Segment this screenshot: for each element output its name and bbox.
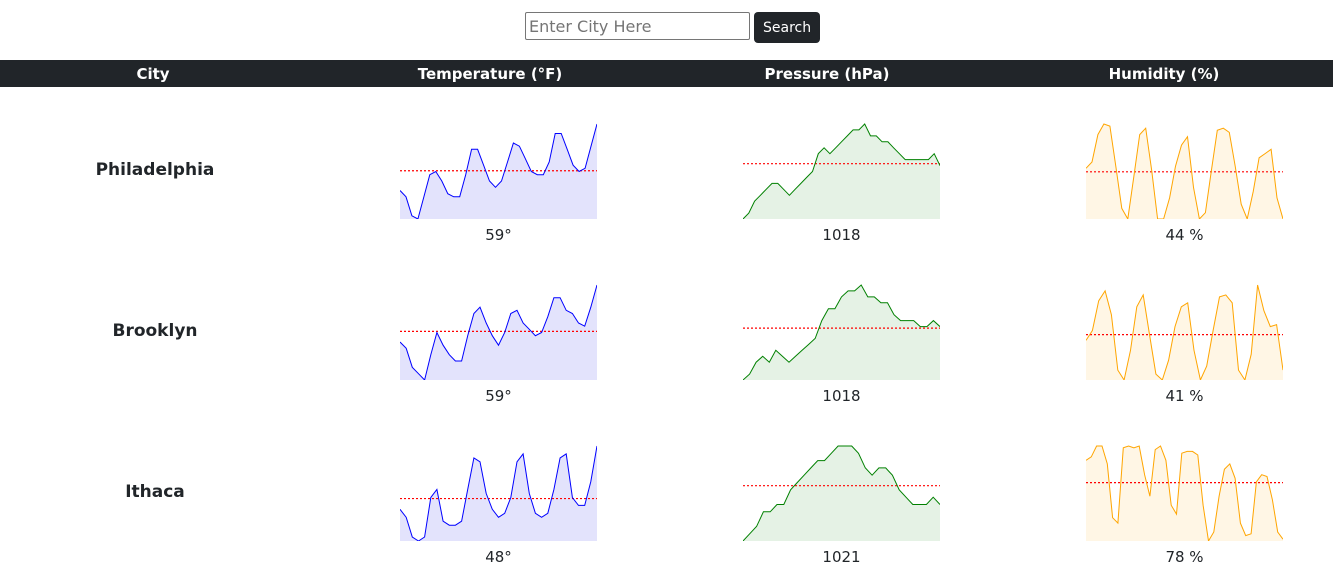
humidity-area (1086, 124, 1283, 219)
header-humidity: Humidity (%) (1108, 64, 1220, 83)
temperature-value: 59° (485, 387, 512, 405)
pressure-value: 1018 (822, 387, 861, 405)
humidity-line (1086, 445, 1283, 541)
pressure-line (743, 284, 940, 380)
pressure-area (743, 285, 940, 380)
pressure-sparkline (743, 123, 940, 219)
humidity-area (1086, 446, 1283, 541)
temperature-value: 48° (485, 548, 512, 566)
temperature-line (400, 284, 597, 380)
pressure-value: 1018 (822, 226, 861, 244)
temperature-area (400, 124, 597, 219)
header-temperature: Temperature (°F) (417, 64, 563, 83)
humidity-sparkline (1086, 445, 1283, 541)
temperature-line (400, 123, 597, 219)
pressure-sparkline (743, 284, 940, 380)
temperature-sparkline (400, 445, 597, 541)
search-button[interactable]: Search (754, 12, 821, 43)
pressure-area (743, 124, 940, 219)
pressure-sparkline (743, 445, 940, 541)
humidity-line (1086, 123, 1283, 219)
humidity-area (1086, 285, 1283, 380)
temperature-area (400, 446, 597, 541)
humidity-line (1086, 284, 1283, 380)
city-name: Ithaca (125, 482, 185, 502)
humidity-value: 78 % (1165, 548, 1204, 566)
temperature-value: 59° (485, 226, 512, 244)
temperature-line (400, 445, 597, 541)
table-header-row: City Temperature (°F) Pressure (hPa) Hum… (0, 60, 1333, 87)
header-city: City (136, 64, 170, 83)
city-name: Brooklyn (112, 321, 198, 341)
temperature-area (400, 285, 597, 380)
header-pressure: Pressure (hPa) (764, 64, 890, 83)
city-name: Philadelphia (95, 160, 215, 180)
city-search-input[interactable] (525, 12, 750, 40)
search-bar: Search (525, 12, 821, 43)
humidity-sparkline (1086, 123, 1283, 219)
pressure-value: 1021 (822, 548, 861, 566)
pressure-line (743, 445, 940, 541)
humidity-value: 44 % (1165, 226, 1204, 244)
pressure-area (743, 446, 940, 541)
humidity-value: 41 % (1165, 387, 1204, 405)
temperature-sparkline (400, 123, 597, 219)
humidity-sparkline (1086, 284, 1283, 380)
pressure-line (743, 123, 940, 219)
temperature-sparkline (400, 284, 597, 380)
